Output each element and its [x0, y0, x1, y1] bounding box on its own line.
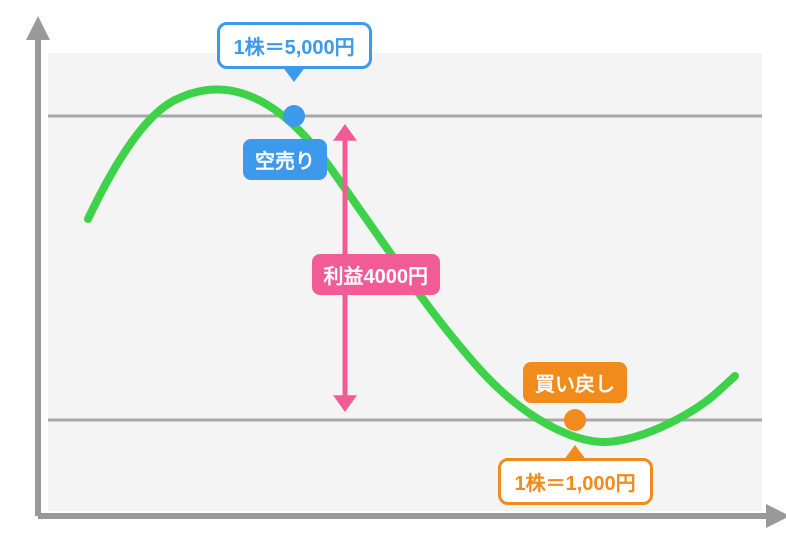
- sell-action-text: 空売り: [255, 151, 315, 173]
- callout-pointer-icon: [563, 445, 587, 461]
- callout-pointer-icon: [282, 66, 306, 82]
- sell-price-callout: 1株＝5,000円: [217, 22, 372, 69]
- buy-action-pill: 買い戻し: [523, 362, 627, 403]
- buy-price-callout: 1株＝1,000円: [498, 458, 653, 505]
- sell-price-text: 1株＝5,000円: [234, 37, 355, 59]
- buy-price-text: 1株＝1,000円: [515, 473, 636, 495]
- buy-action-text: 買い戻し: [535, 374, 615, 396]
- diagram-stage: 1株＝5,000円 1株＝1,000円 空売り 買い戻し 利益4000円: [0, 0, 786, 558]
- profit-pill: 利益4000円: [312, 254, 441, 295]
- profit-text: 利益4000円: [324, 266, 429, 288]
- sell-action-pill: 空売り: [243, 139, 327, 180]
